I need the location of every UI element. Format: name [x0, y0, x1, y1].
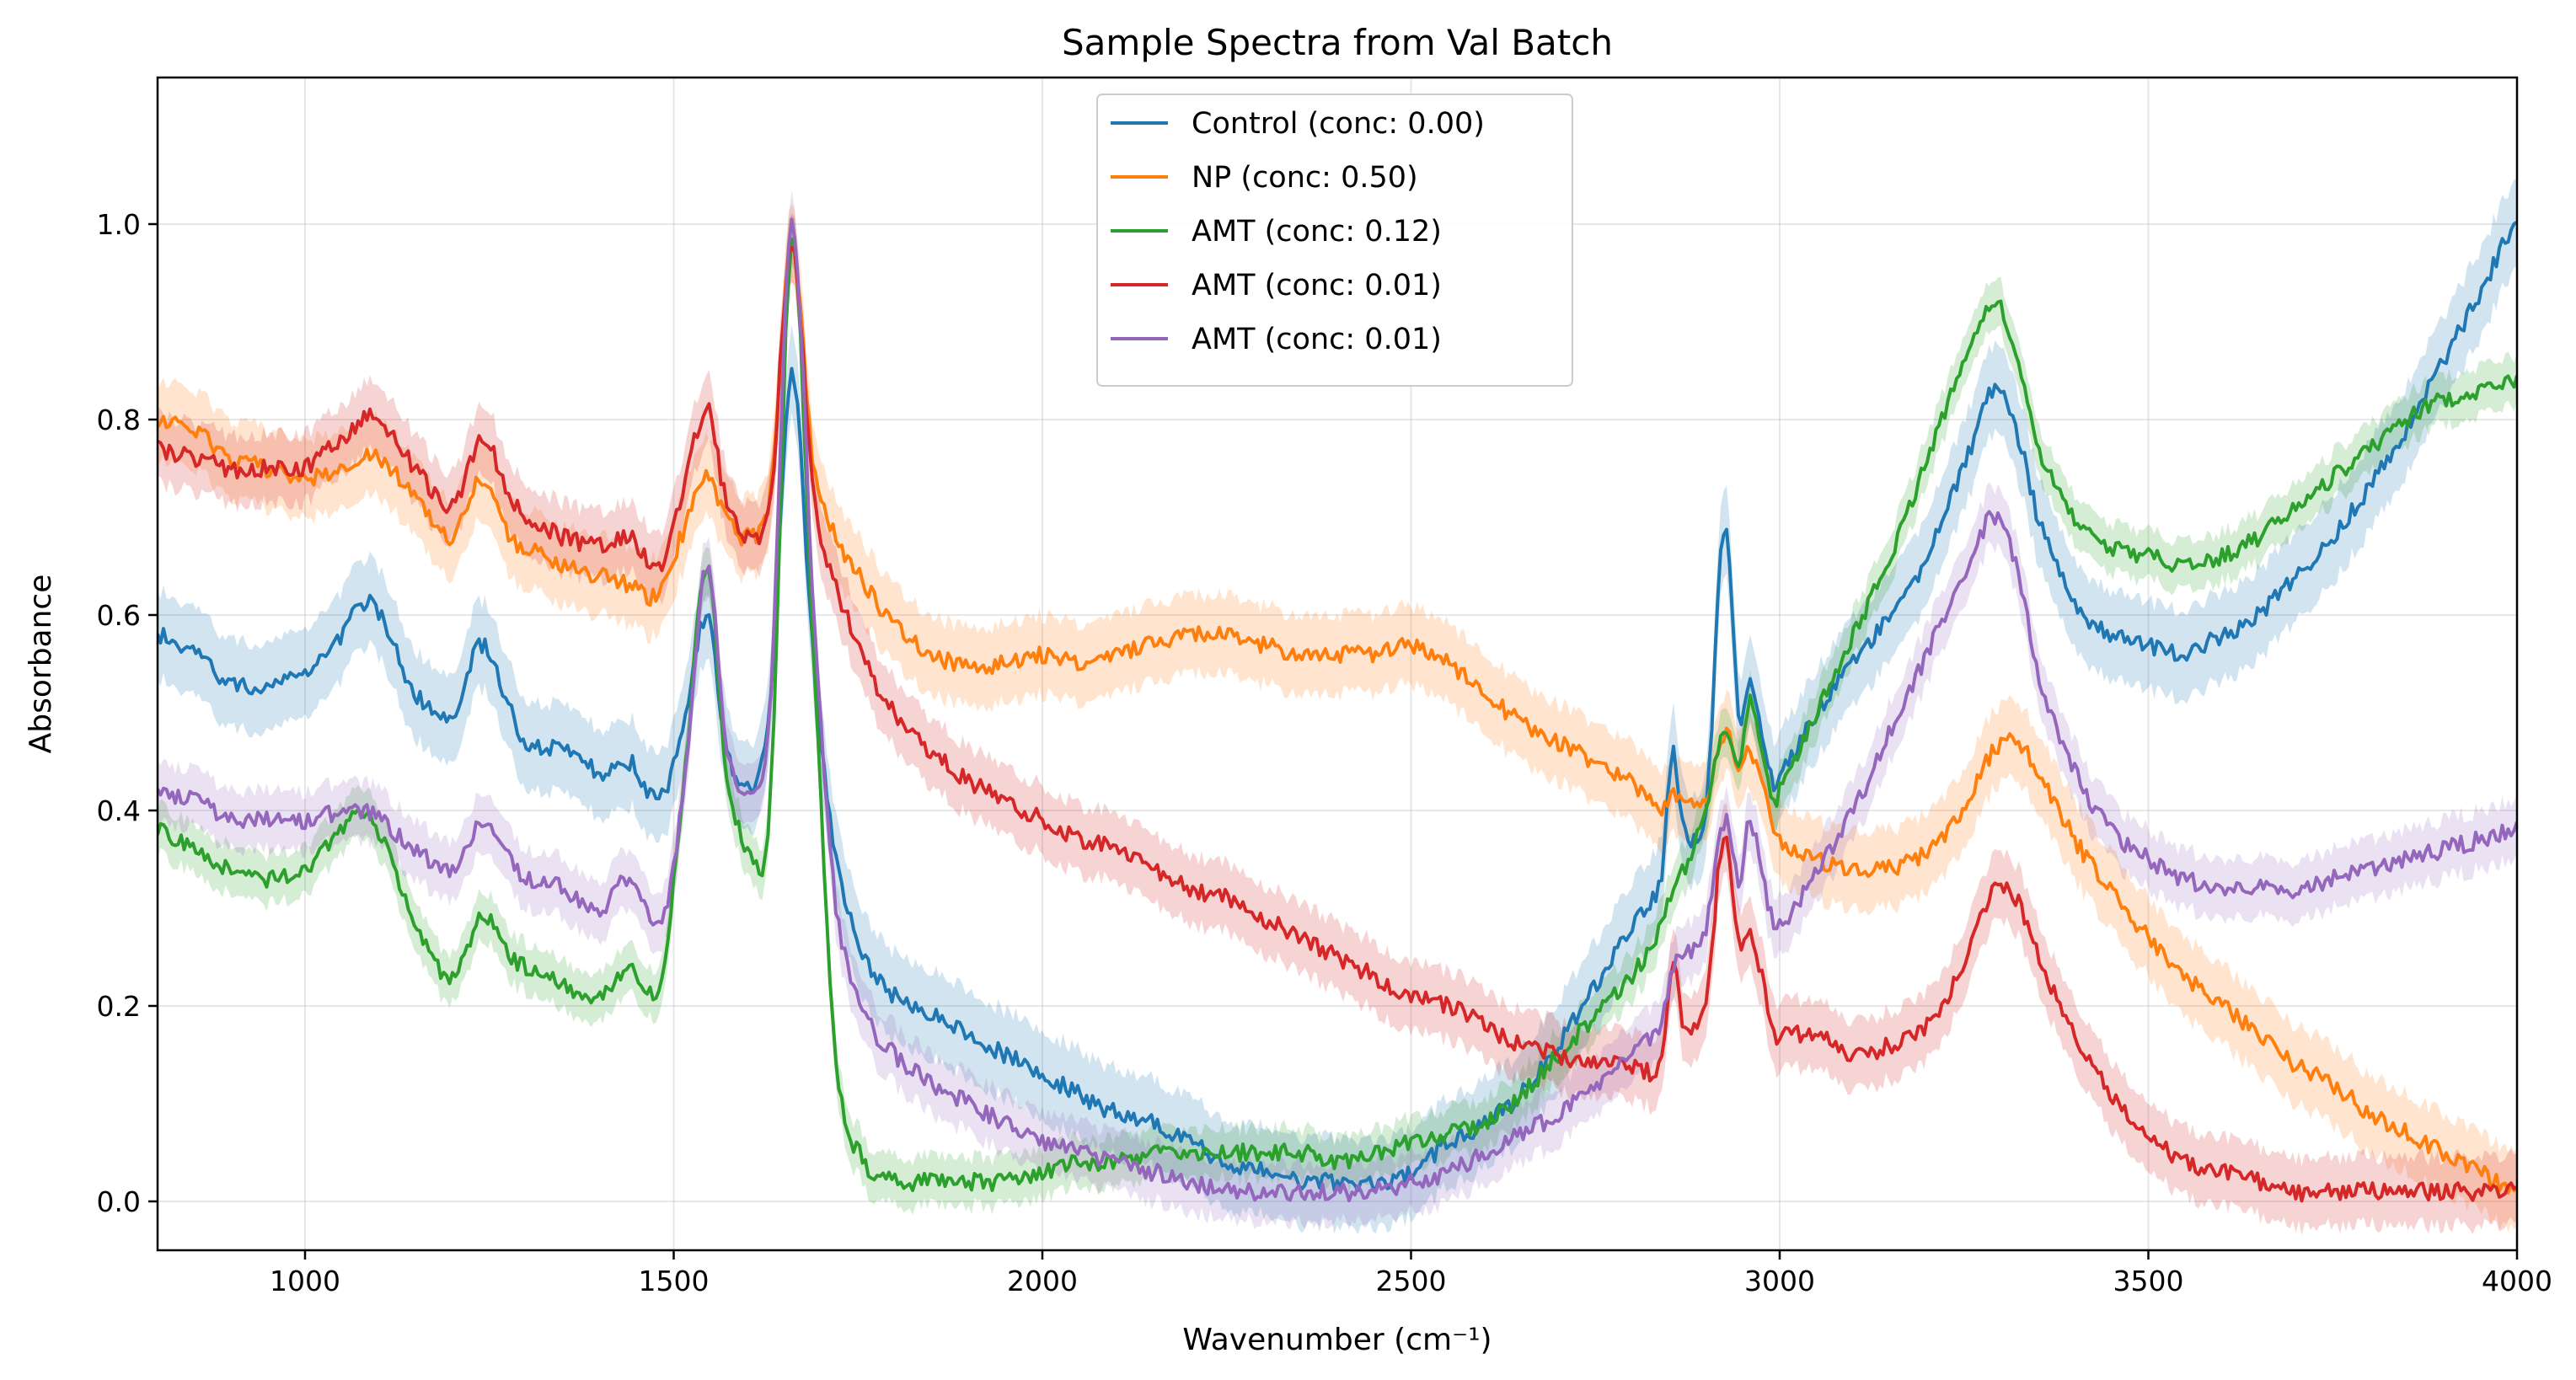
series-band-4	[158, 190, 2517, 1230]
legend-entry: AMT (conc: 0.12)	[1192, 215, 1442, 249]
legend-entry: NP (conc: 0.50)	[1192, 161, 1418, 195]
series-line-0	[158, 220, 2517, 1192]
plot-frame	[156, 76, 2519, 1252]
series-line-2	[158, 238, 2517, 1192]
x-tick-label: 1000	[270, 1265, 340, 1297]
legend-box	[1096, 94, 1573, 387]
x-tick-label: 3500	[2113, 1265, 2184, 1297]
x-tick-label: 1500	[639, 1265, 710, 1297]
legend-entry: AMT (conc: 0.01)	[1192, 323, 1442, 356]
series-line-3	[158, 246, 2517, 1203]
series-line-1	[158, 241, 2517, 1195]
y-tick-label: 0.8	[97, 404, 141, 436]
y-tick-label: 1.0	[97, 208, 141, 241]
chart-title: Sample Spectra from Val Batch	[1062, 22, 1613, 63]
x-tick-label: 2500	[1376, 1265, 1447, 1297]
y-axis-label: Absorbance	[24, 575, 58, 754]
x-tick-label: 3000	[1744, 1265, 1815, 1297]
x-axis-label: Wavenumber (cm⁻¹)	[1182, 1323, 1492, 1357]
legend: Control (conc: 0.00) NP (conc: 0.50) AMT (…	[1096, 94, 1573, 387]
x-tick-label: 4000	[2482, 1265, 2552, 1297]
axis-ticks: 1000 1500 2000 2500 3000 3500 4000 0.0 0.2 0.4 0.6…	[97, 208, 2552, 1297]
y-tick-label: 0.6	[97, 599, 141, 632]
y-tick-label: 0.4	[97, 794, 141, 827]
axes-frame	[156, 76, 2519, 1252]
series-lines	[158, 217, 2517, 1203]
legend-entry: Control (conc: 0.00)	[1192, 107, 1485, 141]
series-line-4	[158, 217, 2517, 1203]
legend-entry: AMT (conc: 0.01)	[1192, 269, 1442, 302]
y-tick-label: 0.0	[97, 1185, 141, 1218]
x-tick-label: 2000	[1007, 1265, 1078, 1297]
y-tick-label: 0.2	[97, 990, 141, 1023]
